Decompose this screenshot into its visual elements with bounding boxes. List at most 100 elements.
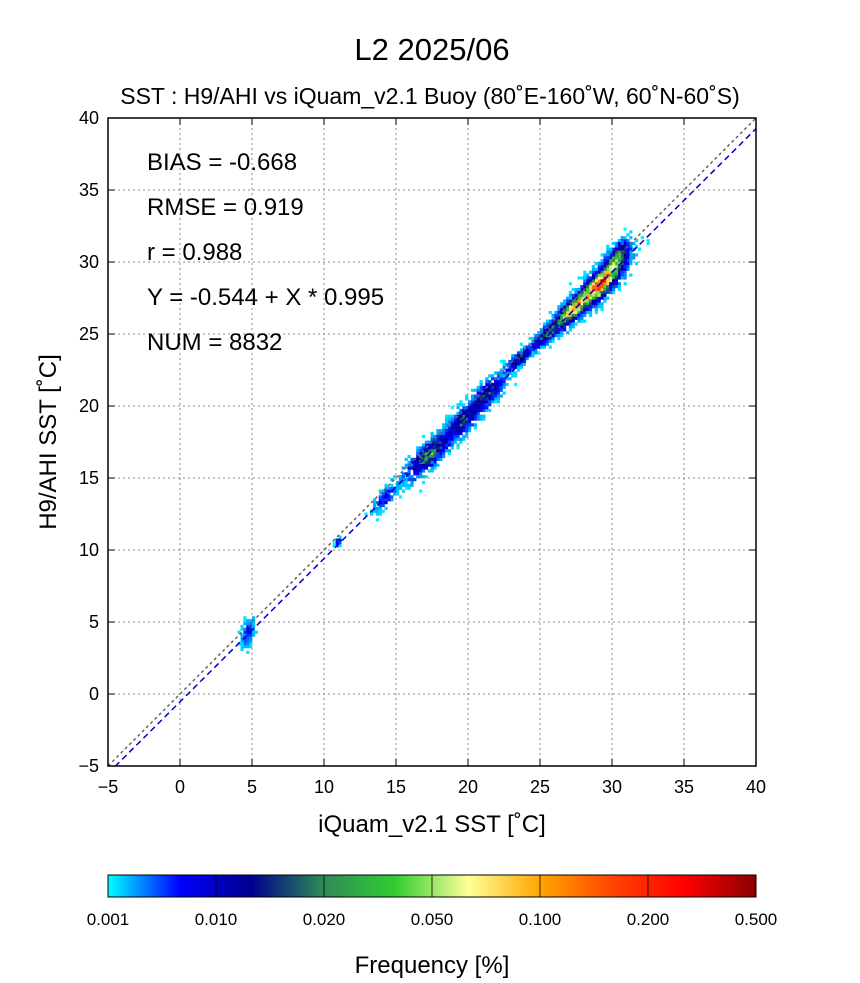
heatmap-cell (433, 440, 437, 444)
heatmap-cell (568, 325, 572, 329)
heatmap-cell (416, 454, 420, 459)
heatmap-cell (488, 403, 492, 407)
heatmap-cell (493, 371, 498, 375)
heatmap-cell (488, 382, 492, 387)
heatmap-cell (623, 238, 627, 243)
heatmap-cell (623, 253, 627, 257)
heatmap-cell (421, 452, 426, 456)
heatmap-cell (404, 486, 408, 490)
y-tick-label: 25 (79, 324, 99, 344)
heatmap-cell (620, 247, 624, 251)
heatmap-cell (534, 334, 538, 338)
heatmap-cell (240, 645, 244, 649)
heatmap-cell (419, 472, 423, 476)
heatmap-cell (614, 244, 619, 248)
heatmap-cell (485, 400, 489, 404)
x-tick-label: 0 (175, 777, 185, 797)
heatmap-cell (522, 345, 526, 349)
heatmap-cell (381, 495, 385, 499)
heatmap-cell (470, 414, 475, 418)
heatmap-cell (252, 622, 256, 626)
heatmap-cell (439, 454, 443, 459)
heatmap-cell (473, 408, 477, 413)
heatmap-cell (557, 325, 561, 329)
heatmap-cell (370, 512, 374, 516)
heatmap-cell (588, 313, 593, 318)
heatmap-cell (465, 420, 469, 424)
heatmap-cell (612, 279, 616, 283)
heatmap-cell (586, 302, 590, 306)
heatmap-cell (476, 417, 480, 421)
heatmap-cell (470, 403, 475, 407)
heatmap-cell (444, 434, 449, 438)
heatmap-cell (502, 359, 506, 364)
heatmap-cell (516, 351, 521, 355)
heatmap-cell (557, 334, 561, 338)
heatmap-cell (620, 244, 624, 248)
heatmap-cell (629, 230, 633, 234)
heatmap-cell (537, 331, 541, 335)
heatmap-cell (568, 282, 572, 286)
heatmap-cell (424, 457, 428, 462)
heatmap-cell (424, 449, 428, 453)
heatmap-cell (243, 639, 247, 643)
heatmap-cell (243, 619, 247, 623)
heatmap-cell (453, 417, 457, 421)
heatmap-cell (565, 322, 570, 326)
heatmap-cell (384, 486, 388, 490)
heatmap-cell (629, 244, 633, 248)
heatmap-cell (617, 287, 621, 292)
heatmap-cell (375, 518, 380, 522)
heatmap-cell (531, 345, 535, 349)
heatmap-cell (534, 339, 538, 343)
heatmap-cell (597, 299, 601, 303)
heatmap-cell (499, 377, 503, 381)
heatmap-cell (583, 299, 587, 303)
heatmap-cell (614, 241, 619, 246)
heatmap-cell (421, 469, 426, 473)
heatmap-cell (436, 434, 440, 438)
heatmap-cell (528, 348, 532, 352)
heatmap-cell (606, 290, 610, 294)
heatmap-cell (372, 501, 377, 505)
heatmap-cell (606, 262, 610, 266)
heatmap-cell (496, 377, 500, 381)
heatmap-cell (473, 426, 477, 430)
heatmap-cell (537, 342, 541, 346)
heatmap-cell (511, 365, 515, 369)
heatmap-cell (491, 397, 495, 401)
y-tick-label: 30 (79, 252, 99, 272)
heatmap-cell (617, 241, 621, 246)
heatmap-cell (473, 417, 477, 421)
heatmap-cell (462, 414, 466, 418)
heatmap-cell (609, 256, 613, 260)
heatmap-cell (519, 342, 524, 346)
heatmap-cell (398, 495, 403, 499)
heatmap-cell (609, 285, 613, 289)
heatmap-cell (482, 417, 486, 421)
heatmap-cell (450, 417, 454, 421)
heatmap-cell (444, 431, 449, 436)
heatmap-cell (574, 293, 578, 297)
heatmap-cell (591, 276, 596, 280)
heatmap-cell (249, 624, 253, 629)
heatmap-cell (473, 403, 477, 407)
heatmap-cell (620, 238, 624, 243)
y-tick-label: 35 (79, 180, 99, 200)
heatmap-cell (580, 285, 584, 289)
heatmap-cell (591, 273, 596, 277)
heatmap-cell (542, 331, 547, 335)
heatmap-cell (439, 449, 443, 453)
heatmap-cell (416, 463, 420, 467)
heatmap-cell (476, 411, 480, 415)
heatmap-cell (511, 362, 515, 366)
heatmap-cell (491, 400, 495, 404)
heatmap-cell (617, 256, 621, 260)
heatmap-cell (462, 403, 466, 407)
heatmap-cell (586, 273, 590, 277)
heatmap-cell (378, 509, 382, 513)
heatmap-cell (583, 313, 587, 318)
heatmap-cell (470, 400, 475, 404)
heatmap-cell (522, 362, 526, 366)
heatmap-cell (606, 256, 610, 260)
